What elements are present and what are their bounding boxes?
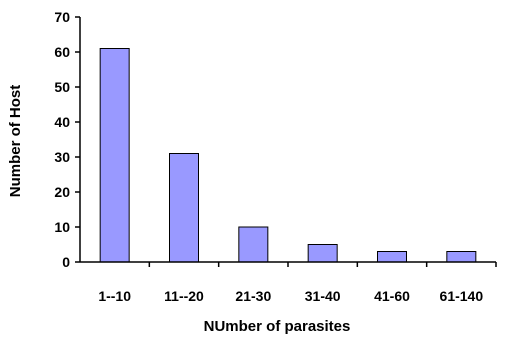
bar (238, 226, 269, 263)
x-axis-ticks: 1--10 11--20 21-30 31-40 41-60 61-140 (98, 262, 497, 304)
y-tick-label: 60 (54, 44, 70, 60)
bar (169, 153, 199, 263)
y-tick-label: 20 (54, 184, 70, 200)
bars-group (99, 48, 477, 263)
bar (307, 244, 338, 263)
x-tick-label: 1--10 (98, 288, 131, 304)
bar (377, 251, 407, 263)
y-tick-label: 10 (54, 219, 70, 235)
x-tick-label: 31-40 (305, 288, 341, 304)
y-tick-label: 30 (54, 149, 70, 165)
y-tick-label: 0 (62, 254, 70, 270)
bar (99, 48, 130, 263)
y-tick-label: 70 (54, 9, 70, 25)
y-axis-ticks: 0 10 20 30 40 50 60 70 (54, 9, 80, 270)
y-tick-label: 40 (54, 114, 70, 130)
x-axis-title: NUmber of parasites (204, 318, 351, 335)
y-tick-label: 50 (54, 79, 70, 95)
x-tick-label: 61-140 (440, 288, 484, 304)
y-axis-title: Number of Host (7, 85, 24, 198)
x-tick-label: 21-30 (235, 288, 271, 304)
bar (446, 251, 477, 263)
x-tick-label: 41-60 (374, 288, 410, 304)
x-tick-label: 11--20 (164, 288, 204, 304)
